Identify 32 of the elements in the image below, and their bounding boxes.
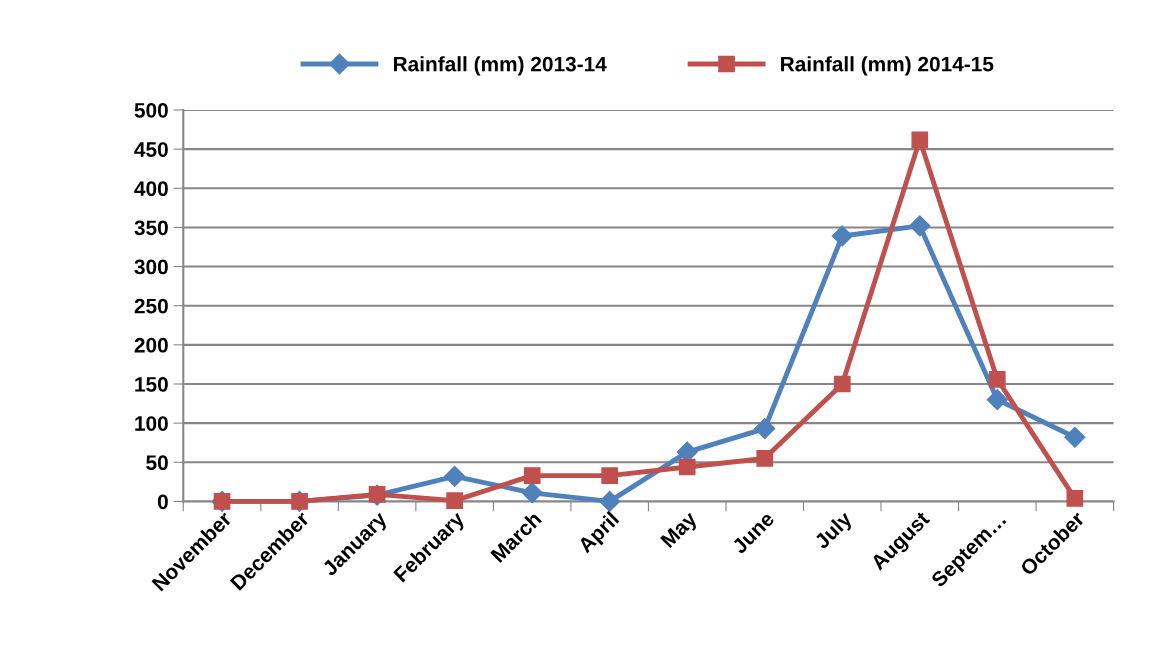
x-tick-label: July [813, 509, 856, 553]
point [909, 215, 931, 237]
y-tick-label: 0 [157, 494, 168, 510]
point [599, 490, 621, 512]
legend-label: Rainfall (mm) 2014-15 [781, 56, 994, 76]
point [833, 375, 851, 393]
y-tick-label: 350 [134, 220, 168, 236]
y-tick-label: 250 [134, 298, 168, 314]
x-tick-label: May [660, 510, 701, 552]
point [1064, 426, 1086, 448]
point [911, 131, 929, 149]
point [444, 465, 466, 487]
point [986, 389, 1008, 411]
y-tick-label: 500 [134, 102, 168, 118]
legend-label: Rainfall (mm) 2013-14 [393, 56, 607, 76]
point [523, 467, 541, 484]
point [1066, 489, 1084, 507]
point [446, 492, 463, 509]
y-tick-label: 50 [146, 455, 168, 471]
point [521, 482, 543, 504]
y-tick-label: 400 [134, 181, 168, 197]
point [754, 418, 776, 440]
y-tick-label: 300 [134, 259, 168, 275]
y-tick-label: 450 [134, 142, 168, 157]
point [756, 450, 774, 467]
point [678, 458, 696, 476]
y-tick-label: 200 [134, 337, 168, 353]
y-tick-label: 150 [135, 377, 168, 392]
point [831, 225, 853, 247]
y-tick-label: 100 [135, 416, 168, 431]
point [988, 370, 1006, 388]
point [601, 467, 619, 484]
